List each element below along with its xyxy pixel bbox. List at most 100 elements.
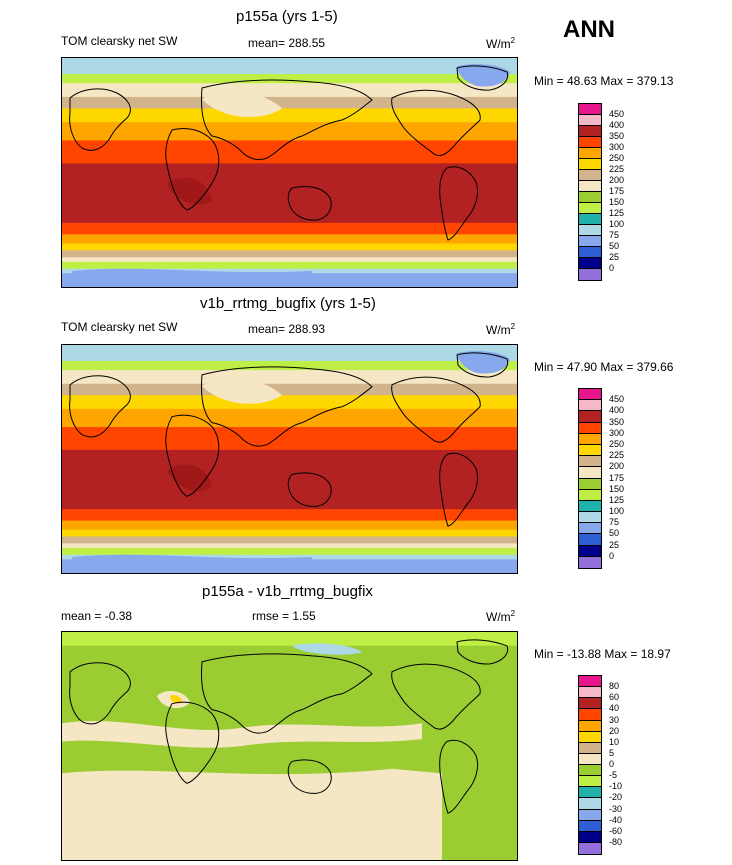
colorbar-tick-label: -40	[609, 814, 623, 825]
colorbar-tick-label: 100	[609, 219, 625, 229]
panel2-units: W/m2	[486, 322, 516, 337]
colorbar-tick-label: 225	[609, 164, 625, 174]
panel3-title: p155a - v1b_rrtmg_bugfix	[202, 583, 373, 600]
coastline	[165, 127, 220, 211]
panel2-map	[61, 344, 518, 574]
panel1-colorbar	[578, 103, 602, 281]
field-band	[62, 261, 517, 270]
colorbar-tick-label: 225	[609, 450, 625, 461]
field-band	[62, 543, 517, 549]
panel2-title: v1b_rrtmg_bugfix (yrs 1-5)	[200, 295, 376, 312]
colorbar-tick-label: 10	[609, 736, 620, 747]
colorbar-swatch	[579, 137, 601, 148]
coastline	[456, 352, 509, 378]
colorbar-tick-label: -80	[609, 836, 623, 847]
field-band	[62, 520, 517, 531]
panel1-map	[61, 57, 518, 288]
colorbar-swatch	[579, 115, 601, 126]
panel2-colorbar	[578, 388, 602, 569]
coastline	[287, 759, 332, 794]
colorbar-tick-label: 40	[609, 703, 620, 714]
field-band	[62, 360, 517, 371]
coastline	[439, 166, 479, 241]
colorbar-tick-label: 175	[609, 186, 625, 196]
panel1-units: W/m2	[486, 36, 516, 51]
field-band	[62, 449, 517, 510]
field-band	[62, 345, 517, 362]
panel2-variable: TOM clearsky net SW	[61, 320, 178, 334]
colorbar-tick-label: -10	[609, 781, 623, 792]
colorbar-tick-label: -20	[609, 792, 623, 803]
coastline	[201, 653, 373, 734]
coastline	[391, 89, 481, 157]
field-band	[62, 427, 517, 451]
panel3-rmse: rmse = 1.55	[252, 609, 316, 623]
coastline	[391, 663, 481, 730]
field-band	[62, 250, 517, 258]
panel3-colorbar	[578, 675, 602, 855]
colorbar-swatch	[579, 556, 601, 568]
coastline	[201, 79, 373, 161]
field-band	[62, 96, 517, 109]
field-region-africa	[167, 464, 212, 491]
colorbar-swatch	[579, 765, 601, 777]
colorbar-tick-label: 60	[609, 692, 620, 703]
colorbar-tick-label: -60	[609, 825, 623, 836]
panel3-minmax: Min = -13.88 Max = 18.97	[534, 647, 671, 661]
colorbar-tick-label: -5	[609, 770, 618, 781]
panel3-mean: mean = -0.38	[61, 609, 133, 623]
colorbar-swatch	[579, 512, 601, 524]
colorbar-swatch	[579, 467, 601, 479]
field-region-greenland	[457, 64, 510, 87]
colorbar-swatch	[579, 203, 601, 214]
field-band	[62, 163, 517, 224]
map-field	[62, 58, 517, 287]
colorbar-tick-label: 450	[609, 394, 625, 405]
field-band	[62, 58, 517, 75]
colorbar-swatch	[579, 236, 601, 247]
coastline	[287, 185, 332, 221]
field-region-positive	[62, 768, 442, 860]
field-band	[62, 122, 517, 141]
field-band	[62, 632, 517, 646]
colorbar-swatch	[579, 698, 601, 710]
colorbar-swatch	[579, 214, 601, 225]
colorbar-swatch	[579, 676, 601, 688]
colorbar-swatch	[579, 842, 601, 854]
colorbar-tick-label: 0	[609, 263, 615, 273]
colorbar-swatch	[579, 478, 601, 490]
colorbar-swatch	[579, 181, 601, 192]
panel1-variable: TOM clearsky net SW	[61, 34, 178, 48]
colorbar-swatch	[579, 389, 601, 401]
colorbar-tick-label: 5	[609, 747, 615, 758]
map-field	[62, 632, 517, 860]
colorbar-tick-label: 125	[609, 494, 625, 505]
field-band	[62, 383, 517, 396]
field-region-max	[170, 694, 182, 704]
colorbar-tick-label: 20	[609, 725, 620, 736]
colorbar-swatch	[579, 787, 601, 799]
colorbar-tick-label: 250	[609, 438, 625, 449]
colorbar-swatch	[579, 148, 601, 159]
panel3-units: W/m2	[486, 609, 516, 624]
colorbar-tick-label: 150	[609, 197, 625, 207]
colorbar-tick-label: 300	[609, 427, 625, 438]
colorbar-swatch	[579, 742, 601, 754]
colorbar-swatch	[579, 258, 601, 269]
colorbar-tick-label: 450	[609, 109, 625, 119]
colorbar-tick-label: 25	[609, 252, 620, 262]
field-band	[62, 234, 517, 244]
colorbar-tick-label: 200	[609, 461, 625, 472]
panel2-minmax: Min = 47.90 Max = 379.66	[534, 360, 674, 374]
colorbar-tick-label: 250	[609, 153, 625, 163]
colorbar-tick-label: 350	[609, 416, 625, 427]
coastline	[69, 375, 131, 438]
colorbar-swatch	[579, 126, 601, 137]
colorbar-tick-label: 0	[609, 550, 615, 561]
colorbar-swatch	[579, 831, 601, 843]
colorbar-swatch	[579, 534, 601, 546]
colorbar-swatch	[579, 709, 601, 721]
panel1-title: p155a (yrs 1-5)	[236, 8, 338, 25]
coastline	[69, 662, 131, 725]
coastline	[165, 414, 220, 497]
